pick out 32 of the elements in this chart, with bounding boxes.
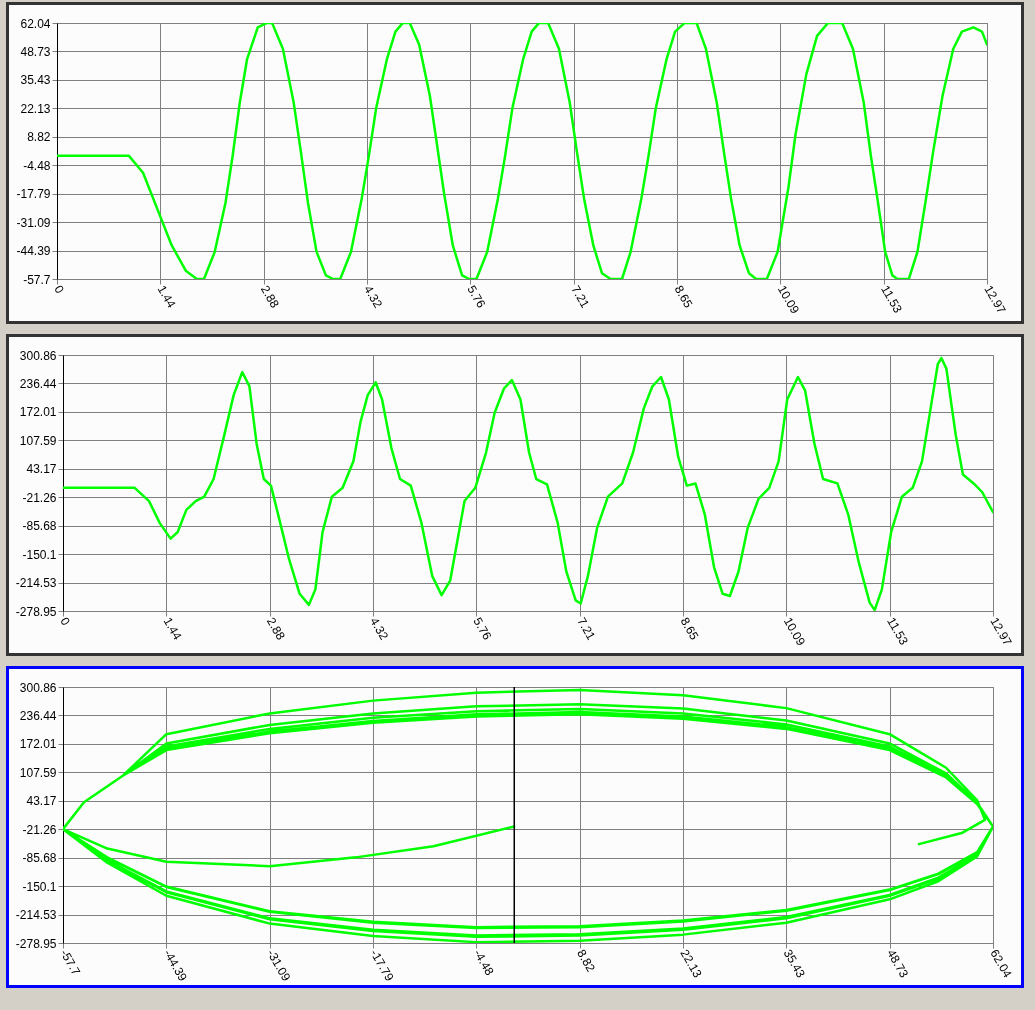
y-tick-label: 236.44 [19,376,57,391]
y-tick-label: 22.13 [20,101,51,116]
y-tick-label: 107.59 [19,765,57,780]
y-tick-label: -85.68 [22,851,57,866]
y-tick-label: 300.86 [19,348,57,363]
y-tick-label: 62.04 [20,16,51,31]
y-tick-label: -150.1 [22,547,57,562]
y-tick-label: -21.26 [22,490,57,505]
y-tick-label: 48.73 [20,44,51,59]
x-tick-label: 0 [57,615,74,629]
y-tick-label: -31.09 [16,215,51,230]
y-tick-label: 107.59 [19,433,57,448]
y-tick-label: -21.26 [22,822,57,837]
y-tick-label: -214.53 [15,576,57,591]
y-tick-label: 43.17 [26,462,57,477]
y-tick-label: -4.48 [23,158,51,173]
y-tick-label: 172.01 [19,737,57,752]
y-tick-label: -44.39 [16,244,51,259]
y-tick-label: 300.86 [19,680,57,695]
y-tick-label: -85.68 [22,519,57,534]
y-tick-label: -278.95 [15,604,57,619]
y-tick-label: 172.01 [19,405,57,420]
y-tick-label: 35.43 [20,73,51,88]
y-tick-label: -150.1 [22,879,57,894]
y-tick-label: 236.44 [19,708,57,723]
y-tick-label: 8.82 [27,130,51,145]
y-tick-label: -17.79 [16,187,51,202]
y-tick-label: -57.7 [23,272,51,287]
y-tick-label: -214.53 [15,908,57,923]
y-tick-label: -278.95 [15,936,57,951]
x-tick-label: 0 [51,283,68,297]
y-tick-label: 43.17 [26,794,57,809]
